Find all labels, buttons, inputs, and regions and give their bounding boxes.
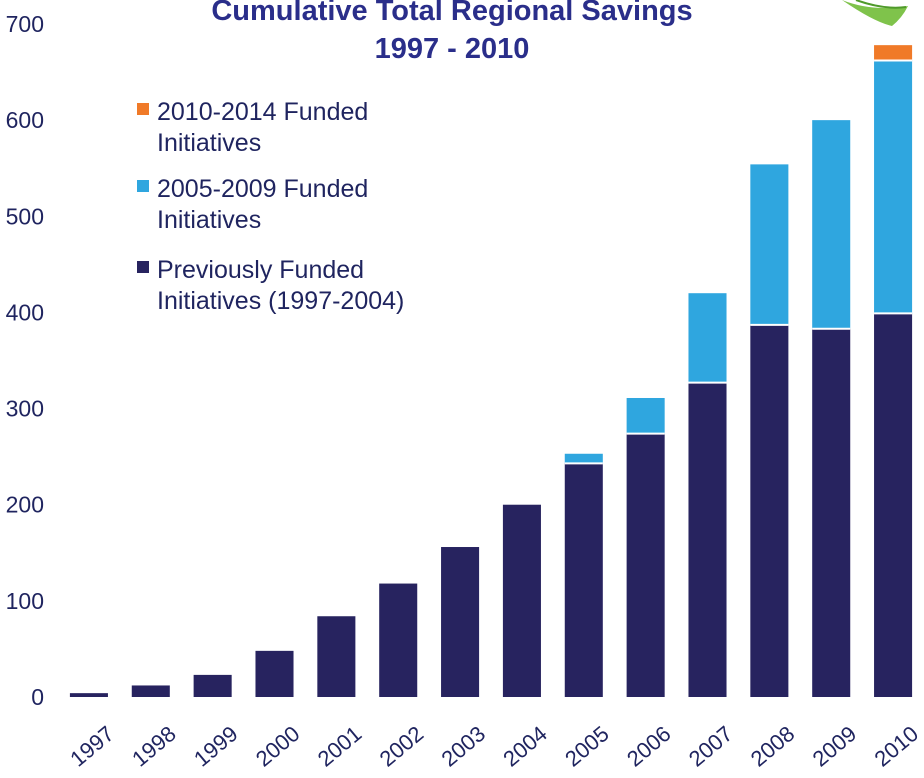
y-tick-label-700: 700 (6, 11, 44, 37)
legend-label-0-line-0: 2010-2014 Funded (157, 98, 368, 126)
bar-2010-series-0 (874, 313, 913, 697)
bar-2001-series-0 (317, 616, 356, 697)
bar-2010-series-2 (874, 45, 913, 61)
legend-label-0-line-1: Initiatives (157, 129, 261, 157)
bar-group-2007 (688, 293, 727, 697)
bar-group-2002 (379, 583, 418, 697)
bar-group-1998 (131, 685, 170, 697)
y-tick-label-300: 300 (6, 396, 44, 422)
legend-item-0: 2010-2014 Funded Initiatives (137, 98, 368, 157)
bar-group-2004 (502, 504, 541, 697)
bar-2005-series-0 (564, 463, 603, 697)
bar-2007-series-1 (688, 293, 727, 383)
bar-2004-series-0 (502, 504, 541, 697)
y-tick-label-0: 0 (31, 684, 44, 710)
bar-group-2005 (564, 453, 603, 697)
bar-2008-series-0 (750, 324, 789, 697)
y-tick-label-400: 400 (6, 299, 44, 325)
legend-item-1: 2005-2009 Funded Initiatives (137, 175, 368, 234)
bar-2009-series-1 (812, 120, 851, 329)
bar-group-2010 (874, 45, 913, 697)
y-tick-label-200: 200 (6, 492, 44, 518)
bar-2006-series-1 (626, 397, 665, 434)
legend-label-1-line-1: Initiatives (157, 206, 261, 234)
bar-1999-series-0 (193, 674, 232, 697)
bar-2005-series-1 (564, 453, 603, 464)
leaf-icon (842, 0, 908, 26)
legend-swatch-0 (137, 103, 149, 115)
bar-group-2000 (255, 650, 294, 697)
bar-2009-series-0 (812, 328, 851, 697)
y-tick-label-100: 100 (6, 588, 44, 614)
bar-2007-series-0 (688, 382, 727, 697)
bar-1998-series-0 (131, 685, 170, 697)
bar-2006-series-0 (626, 433, 665, 697)
bar-group-2001 (317, 616, 356, 697)
bar-group-2006 (626, 397, 665, 697)
y-tick-label-500: 500 (6, 203, 44, 229)
bar-2003-series-0 (441, 547, 480, 697)
chart-title: Cumulative Total Regional Savings (211, 0, 692, 27)
bar-group-2003 (441, 547, 480, 697)
legend-swatch-2 (137, 261, 149, 273)
legend-item-2: Previously Funded Initiatives (1997-2004) (137, 256, 404, 315)
bar-2000-series-0 (255, 650, 294, 697)
chart-subtitle: 1997 - 2010 (375, 33, 530, 65)
y-tick-label-600: 600 (6, 107, 44, 133)
bar-2008-series-1 (750, 164, 789, 325)
bar-group-1999 (193, 674, 232, 697)
bar-group-1997 (69, 693, 108, 697)
bar-group-2008 (750, 164, 789, 697)
legend-label-2-line-0: Previously Funded (157, 256, 364, 284)
legend-swatch-1 (137, 180, 149, 192)
bar-2002-series-0 (379, 583, 418, 697)
legend-label-1-line-0: 2005-2009 Funded (157, 175, 368, 203)
bar-2010-series-1 (874, 60, 913, 314)
bar-group-2009 (812, 120, 851, 697)
legend-label-2-line-1: Initiatives (1997-2004) (157, 287, 404, 315)
bar-1997-series-0 (69, 693, 108, 697)
